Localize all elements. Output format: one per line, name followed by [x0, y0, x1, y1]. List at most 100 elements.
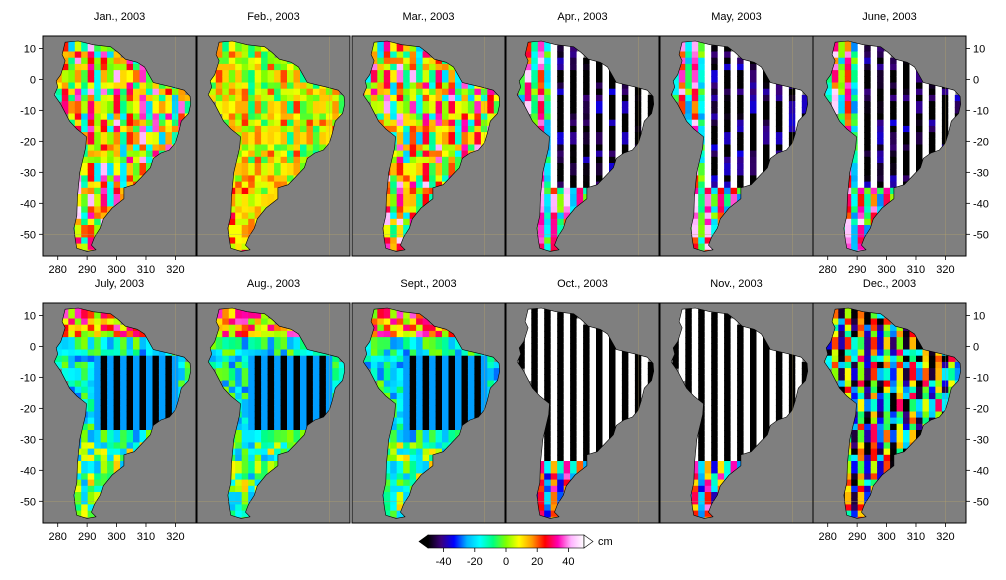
grid-cell — [396, 125, 404, 133]
grid-cell — [467, 399, 475, 406]
grid-cell — [775, 374, 783, 382]
grid-cell — [100, 330, 108, 338]
grid-cell — [756, 349, 764, 357]
grid-cell — [435, 70, 443, 77]
grid-cell — [704, 125, 712, 133]
grid-cell — [383, 308, 391, 313]
grid-cell — [909, 138, 917, 146]
grid-cell — [711, 45, 719, 53]
grid-cell — [94, 454, 102, 462]
grid-cell — [416, 119, 424, 127]
grid-cell — [139, 82, 147, 90]
grid-cell — [596, 442, 604, 450]
grid-cell — [678, 70, 686, 77]
grid-cell — [711, 355, 719, 363]
grid-cell — [222, 41, 230, 46]
grid-cell — [602, 63, 610, 71]
grid-cell — [691, 206, 699, 214]
grid-cell — [215, 324, 223, 332]
grid-cell — [107, 187, 115, 195]
grid-cell — [306, 82, 314, 90]
grid-cell — [81, 324, 89, 332]
grid-cell — [704, 380, 712, 388]
grid-cell — [158, 368, 166, 375]
grid-cell — [228, 41, 236, 46]
grid-cell — [647, 107, 654, 115]
grid-cell — [435, 361, 443, 369]
grid-cell — [750, 88, 758, 96]
grid-cell — [152, 119, 160, 127]
grid-cell — [685, 107, 693, 115]
grid-cell — [61, 63, 69, 71]
grid-cell — [903, 374, 911, 382]
grid-cell — [750, 119, 758, 127]
grid-cell — [896, 70, 904, 77]
grid-cell — [628, 411, 636, 419]
grid-cell — [711, 107, 719, 115]
grid-cell — [87, 349, 95, 357]
grid-cell — [750, 76, 758, 84]
grid-cell — [146, 163, 154, 170]
grid-cell — [152, 150, 160, 158]
grid-cell — [448, 101, 456, 108]
grid-cell — [691, 510, 699, 518]
grid-cell — [685, 324, 693, 332]
grid-cell — [383, 312, 391, 320]
grid-cell — [851, 442, 859, 450]
grid-cell — [750, 417, 758, 425]
grid-cell — [711, 70, 719, 77]
grid-cell — [370, 330, 378, 338]
grid-cell — [429, 94, 437, 102]
grid-cell — [877, 156, 885, 164]
grid-cell — [628, 380, 636, 388]
grid-cell — [113, 76, 121, 84]
grid-cell — [133, 442, 141, 450]
grid-cell — [698, 231, 706, 238]
grid-cell — [319, 94, 327, 102]
x-tick-label: 320 — [936, 264, 954, 276]
grid-cell — [615, 150, 623, 158]
grid-cell — [570, 82, 578, 90]
grid-cell — [795, 107, 803, 115]
grid-cell — [838, 368, 846, 375]
grid-cell — [550, 212, 558, 220]
grid-cell — [896, 374, 904, 382]
grid-cell — [126, 132, 134, 139]
grid-cell — [537, 510, 545, 518]
grid-cell — [609, 392, 617, 400]
grid-cell — [126, 436, 134, 443]
grid-cell — [890, 181, 898, 189]
grid-cell — [261, 392, 269, 400]
grid-cell — [100, 175, 108, 183]
grid-cell — [838, 41, 846, 46]
grid-cell — [113, 200, 121, 207]
grid-cell — [550, 374, 558, 382]
grid-cell — [474, 88, 482, 96]
grid-cell — [74, 206, 82, 214]
grid-cell — [133, 144, 141, 152]
grid-cell — [267, 51, 275, 59]
grid-cell — [730, 318, 738, 326]
grid-cell — [274, 150, 282, 158]
grid-cell — [409, 169, 417, 176]
grid-cell — [685, 355, 693, 363]
grid-cell — [120, 361, 128, 369]
grid-cell — [909, 169, 917, 176]
grid-cell — [537, 57, 545, 65]
grid-cell — [935, 119, 943, 127]
grid-cell — [409, 82, 417, 90]
grid-cell — [139, 76, 147, 84]
grid-cell — [403, 194, 411, 201]
grid-cell — [248, 181, 256, 189]
grid-cell — [948, 107, 956, 115]
grid-cell — [364, 343, 372, 351]
panel-frame — [351, 302, 506, 524]
grid-cell — [429, 63, 437, 71]
grid-cell — [704, 132, 712, 139]
grid-cell — [383, 88, 391, 96]
grid-cell — [896, 94, 904, 102]
y-tick-label: -40 — [973, 198, 989, 210]
grid-cell — [293, 423, 301, 431]
grid-cell — [704, 212, 712, 220]
grid-cell — [287, 107, 295, 115]
